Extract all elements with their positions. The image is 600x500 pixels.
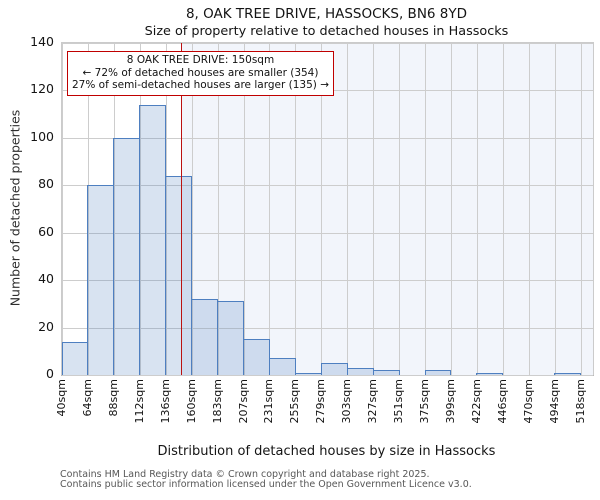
h-gridline bbox=[62, 232, 593, 234]
histogram-bar bbox=[424, 370, 452, 375]
x-tick-label: 351sqm bbox=[392, 379, 406, 424]
histogram-bar bbox=[554, 372, 582, 375]
h-gridline bbox=[62, 137, 593, 139]
x-tick-label: 40sqm bbox=[55, 379, 68, 417]
histogram-bar bbox=[372, 370, 400, 375]
x-tick-label: 422sqm bbox=[469, 379, 483, 424]
x-tick-label: 183sqm bbox=[210, 379, 224, 424]
histogram-bar bbox=[268, 358, 296, 375]
h-gridline bbox=[62, 185, 593, 187]
v-gridline bbox=[373, 43, 375, 375]
x-tick-label: 231sqm bbox=[262, 379, 276, 424]
x-tick-label: 470sqm bbox=[521, 379, 535, 424]
v-gridline bbox=[191, 43, 193, 375]
v-gridline bbox=[502, 43, 504, 375]
x-axis-title: Distribution of detached houses by size … bbox=[157, 444, 496, 459]
x-tick-label: 375sqm bbox=[418, 379, 432, 424]
y-tick-label: 20 bbox=[38, 318, 54, 334]
x-tick-label: 446sqm bbox=[495, 379, 509, 424]
histogram-bar bbox=[320, 363, 348, 375]
histogram-bar bbox=[294, 372, 322, 375]
v-gridline bbox=[554, 43, 556, 375]
x-tick-label: 207sqm bbox=[236, 379, 250, 424]
y-tick-label: 120 bbox=[30, 81, 54, 97]
annotation-line-1: 8 OAK TREE DRIVE: 150sqm bbox=[126, 54, 275, 66]
x-tick-label: 518sqm bbox=[573, 379, 587, 424]
v-gridline bbox=[269, 43, 271, 375]
v-gridline bbox=[528, 43, 530, 375]
v-gridline bbox=[165, 43, 167, 375]
x-tick-label: 255sqm bbox=[288, 379, 302, 424]
x-tick-label: 160sqm bbox=[184, 379, 198, 424]
h-gridline bbox=[62, 280, 593, 282]
v-gridline bbox=[347, 43, 349, 375]
y-tick-label: 40 bbox=[38, 271, 54, 287]
v-gridline bbox=[476, 43, 478, 375]
v-gridline bbox=[425, 43, 427, 375]
y-tick-label: 0 bbox=[46, 366, 54, 381]
v-gridline bbox=[580, 43, 582, 375]
histogram-bar bbox=[346, 367, 374, 375]
v-gridline bbox=[321, 43, 323, 375]
plot-area: 8 OAK TREE DRIVE: 150sqm ← 72% of detach… bbox=[61, 42, 594, 376]
histogram-bar bbox=[87, 185, 115, 375]
histogram-bar bbox=[61, 341, 89, 375]
v-gridline bbox=[217, 43, 219, 375]
footer-line-2: Contains public sector information licen… bbox=[60, 479, 472, 490]
x-tick-label: 327sqm bbox=[366, 379, 380, 424]
property-size-marker-line bbox=[180, 43, 183, 375]
y-tick-label: 140 bbox=[30, 34, 54, 49]
histogram-bar bbox=[113, 137, 141, 375]
histogram-bar bbox=[217, 301, 244, 375]
h-gridline bbox=[62, 43, 593, 44]
annotation-box: 8 OAK TREE DRIVE: 150sqm ← 72% of detach… bbox=[67, 51, 334, 96]
histogram-bar bbox=[165, 175, 193, 375]
histogram-bar bbox=[139, 104, 167, 375]
x-tick-label: 112sqm bbox=[132, 379, 146, 424]
footer-line-1: Contains HM Land Registry data © Crown c… bbox=[60, 469, 430, 480]
x-tick-label: 399sqm bbox=[443, 379, 457, 424]
x-tick-label: 303sqm bbox=[340, 379, 354, 424]
h-gridline bbox=[62, 375, 593, 376]
x-tick-label: 64sqm bbox=[80, 379, 94, 417]
histogram-bar bbox=[191, 299, 219, 375]
h-gridline bbox=[62, 327, 593, 329]
x-tick-label: 279sqm bbox=[314, 379, 328, 424]
chart-title: 8, OAK TREE DRIVE, HASSOCKS, BN6 8YD bbox=[185, 6, 468, 22]
v-gridline bbox=[139, 43, 141, 375]
annotation-line-2: ← 72% of detached houses are smaller (35… bbox=[82, 66, 319, 79]
y-tick-label: 60 bbox=[38, 223, 54, 239]
v-gridline bbox=[62, 43, 63, 375]
x-tick-label: 136sqm bbox=[158, 379, 172, 424]
v-gridline bbox=[450, 43, 452, 375]
shade-right-of-marker bbox=[180, 43, 593, 375]
v-gridline bbox=[113, 43, 115, 375]
x-tick-label: 88sqm bbox=[106, 379, 120, 417]
histogram-bar bbox=[243, 339, 270, 375]
v-gridline bbox=[243, 43, 245, 375]
y-tick-label: 80 bbox=[38, 176, 54, 192]
v-gridline bbox=[399, 43, 401, 375]
v-gridline bbox=[295, 43, 297, 375]
histogram-bar bbox=[476, 372, 504, 375]
y-tick-label: 100 bbox=[30, 128, 54, 144]
v-gridline bbox=[87, 43, 89, 375]
x-tick-label: 494sqm bbox=[547, 379, 561, 424]
chart-subtitle: Size of property relative to detached ho… bbox=[144, 24, 509, 39]
annotation-line-3: 27% of semi-detached houses are larger (… bbox=[72, 79, 329, 92]
